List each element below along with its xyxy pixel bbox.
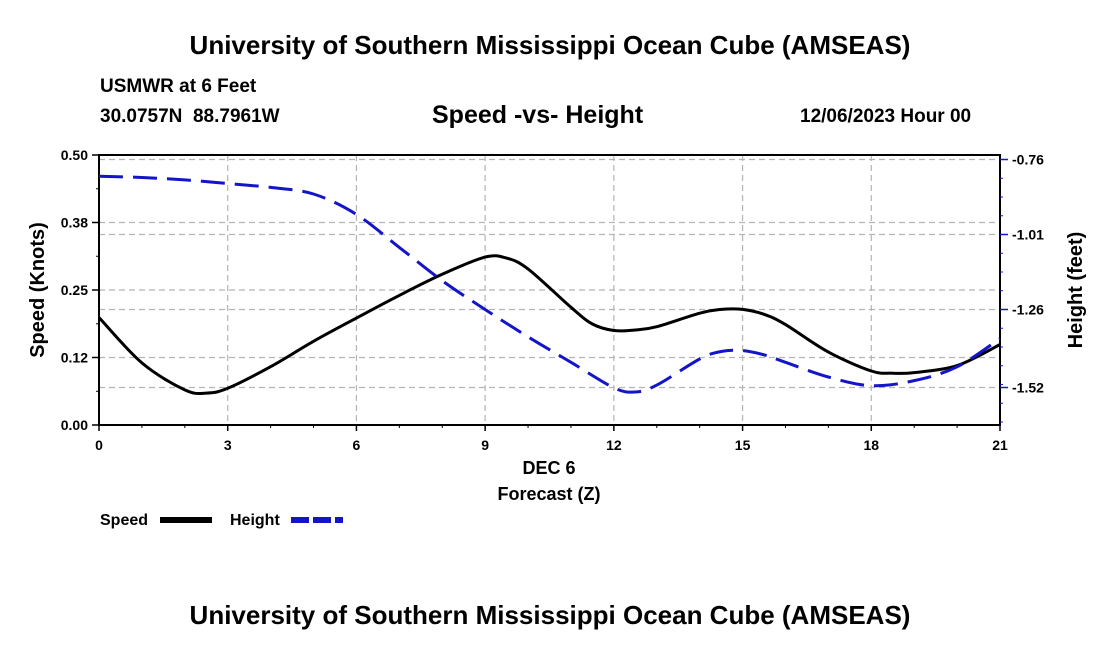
x-tick-label: 3 [224, 437, 232, 453]
forecast-datetime: 12/06/2023 Hour 00 [800, 106, 972, 127]
y-tick-label: 0.50 [61, 147, 88, 163]
footer-title: University of Southern Mississippi Ocean… [189, 600, 911, 630]
legend: Speed Height [100, 512, 343, 529]
legend-label-height: Height [230, 512, 280, 529]
x-tick-label: 9 [481, 437, 489, 453]
speed-series-line [97, 254, 1001, 396]
x-axis-date-label: DEC 6 [522, 458, 575, 478]
x-axis-label: Forecast (Z) [497, 484, 600, 504]
y-tick-label: 0.38 [61, 215, 88, 231]
x-tick-label: 0 [95, 437, 103, 453]
y2-axis-label: Height (feet) [1065, 232, 1087, 349]
x-tick-label: 12 [606, 437, 622, 453]
x-tick-label: 15 [735, 437, 751, 453]
y-axis-label: Speed (Knots) [27, 222, 49, 358]
y2-tick-label: -1.01 [1012, 227, 1044, 243]
data-series [97, 174, 1001, 396]
height-series-line [98, 174, 1001, 394]
y-tick-label: 0.12 [61, 350, 88, 366]
y-tick-label: 0.00 [61, 417, 88, 433]
x-tick-label: 6 [353, 437, 361, 453]
y-tick-label: 0.25 [61, 282, 88, 298]
grid-lines [99, 154, 1000, 425]
station-coordinates: 30.0757N 88.7961W [100, 106, 280, 127]
y2-tick-label: -1.26 [1012, 302, 1044, 318]
station-label: USMWR at 6 Feet [100, 76, 257, 97]
chart-subtitle: Speed -vs- Height [432, 101, 644, 129]
x-tick-label: 18 [863, 437, 879, 453]
axis-ticks: 0 3 6 9 12 15 18 21 0.00 0.12 0.25 0.38 0.50 -0.76 -1.… [61, 147, 1044, 453]
y2-tick-label: -0.76 [1012, 152, 1044, 168]
y2-tick-label: -1.52 [1012, 380, 1044, 396]
legend-label-speed: Speed [100, 512, 148, 529]
chart-title: University of Southern Mississippi Ocean… [189, 30, 911, 60]
x-tick-label: 21 [992, 437, 1008, 453]
